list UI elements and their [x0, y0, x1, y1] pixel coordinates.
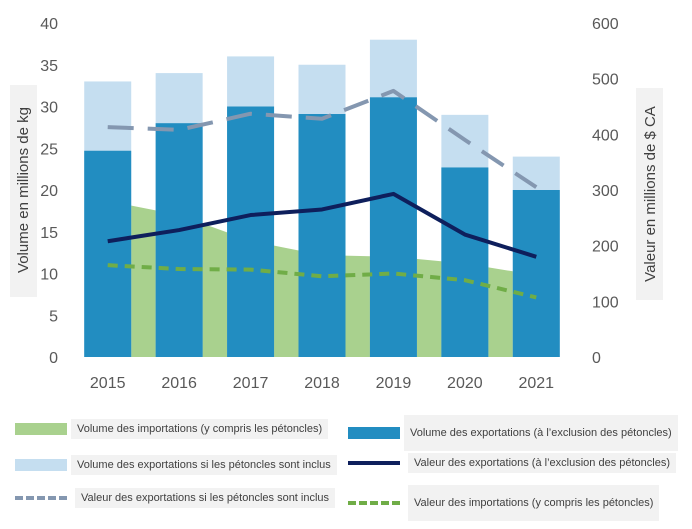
bar-export-volume-excl-2020	[441, 167, 489, 357]
x-tick-2016: 2016	[161, 375, 197, 392]
left-tick-25: 25	[40, 141, 58, 158]
legend-item-export-value-incl: Valeur des exportations si les pétoncles…	[15, 488, 336, 508]
legend-swatch-export-value-excl	[348, 461, 400, 465]
legend-swatch-export-volume-incl	[15, 459, 67, 471]
legend-swatch-export-volume-excl	[348, 427, 400, 439]
x-tick-2018: 2018	[304, 375, 340, 392]
x-tick-2017: 2017	[233, 375, 269, 392]
legend-item-export-volume-incl: Volume des exportations si les pétoncles…	[15, 455, 337, 475]
x-tick-2020: 2020	[447, 375, 483, 392]
bar-export-volume-excl-2015	[84, 150, 132, 357]
legend-item-export-volume-excl: Volume des exportations (à l’exclusion d…	[348, 415, 678, 451]
legend-label-import-value: Valeur des importations (y compris les p…	[408, 485, 660, 521]
right-tick-300: 300	[592, 183, 619, 200]
right-tick-600: 600	[592, 16, 619, 33]
legend-swatch-import-value	[348, 501, 400, 505]
x-tick-2021: 2021	[518, 375, 554, 392]
right-tick-100: 100	[592, 294, 619, 311]
bar-export-volume-excl-2021	[512, 190, 560, 357]
left-tick-0: 0	[49, 350, 58, 367]
right-tick-500: 500	[592, 72, 619, 89]
legend-item-import-volume: Volume des importations (y compris les p…	[15, 419, 329, 439]
left-tick-40: 40	[40, 16, 58, 33]
left-tick-20: 20	[40, 183, 58, 200]
left-tick-5: 5	[49, 308, 58, 325]
value-lines-group	[107, 88, 538, 300]
right-axis-title-background	[636, 88, 663, 300]
legend-label-export-volume-incl: Volume des exportations si les pétoncles…	[71, 455, 337, 475]
bar-export-volume-excl-2016	[155, 123, 203, 357]
legend-swatch-import-volume	[15, 423, 67, 435]
legend-item-export-value-excl: Valeur des exportations (à l’exclusion d…	[348, 453, 676, 473]
legend-swatch-export-value-incl	[15, 496, 67, 500]
bar-export-volume-excl-2017	[227, 106, 275, 357]
legend-label-export-volume-excl: Volume des exportations (à l’exclusion d…	[404, 415, 678, 451]
right-tick-0: 0	[592, 350, 601, 367]
x-tick-2015: 2015	[90, 375, 126, 392]
x-tick-2019: 2019	[376, 375, 412, 392]
left-axis-title: Volume en millions de kg	[15, 107, 32, 273]
legend-label-import-volume: Volume des importations (y compris les p…	[71, 419, 329, 439]
legend-label-export-value-excl: Valeur des exportations (à l’exclusion d…	[408, 453, 676, 473]
right-tick-200: 200	[592, 239, 619, 256]
bars-group	[84, 39, 560, 358]
line-import-value	[107, 263, 537, 300]
bar-export-volume-excl-2018	[298, 114, 346, 357]
legend-label-export-value-incl: Valeur des exportations si les pétoncles…	[75, 488, 336, 508]
line-export-value-incl	[107, 88, 538, 189]
legend-item-import-value: Valeur des importations (y compris les p…	[348, 485, 660, 521]
right-tick-400: 400	[592, 127, 619, 144]
right-axis-title: Valeur en millions de $ CA	[642, 106, 659, 282]
left-tick-30: 30	[40, 100, 58, 117]
left-axis-title-background	[10, 85, 37, 297]
left-tick-35: 35	[40, 58, 58, 75]
left-tick-10: 10	[40, 267, 58, 284]
bar-export-volume-excl-2019	[369, 97, 417, 357]
legend: Volume des importations (y compris les p…	[0, 405, 692, 529]
line-export-value-excl	[107, 191, 537, 259]
left-tick-15: 15	[40, 225, 58, 242]
chart-plot: Volume en millions de kg Valeur en milli…	[10, 16, 663, 392]
